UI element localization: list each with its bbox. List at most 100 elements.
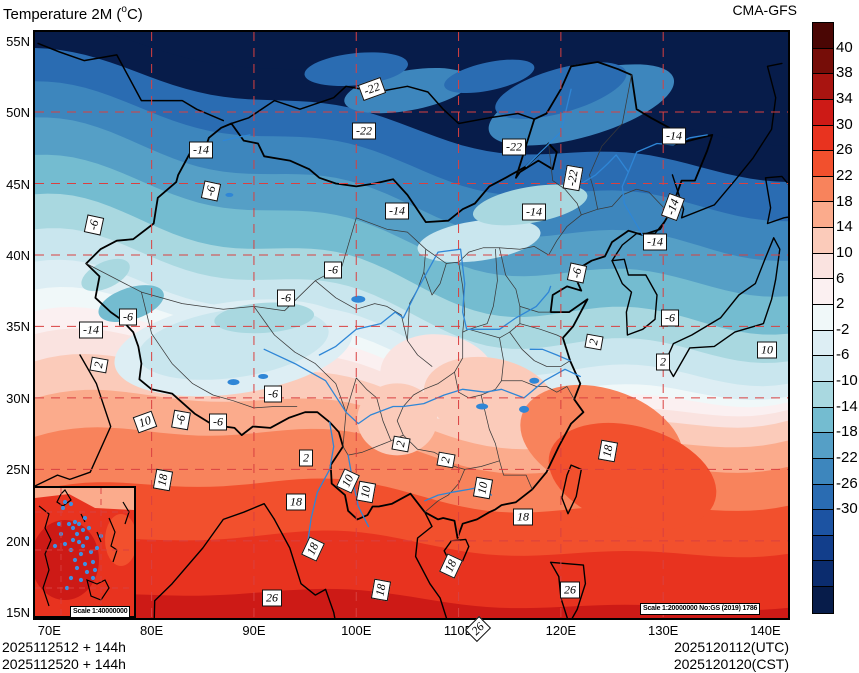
contour-label: 2 xyxy=(299,449,313,467)
contour-label: 2 xyxy=(436,451,456,469)
colorbar-tick-10: 10 xyxy=(836,243,853,261)
inset-island xyxy=(64,585,70,591)
province-boundary xyxy=(424,469,466,513)
lon-label-70E: 70E xyxy=(37,623,61,638)
lake xyxy=(351,295,366,303)
inset-island xyxy=(70,537,76,543)
lat-label-55N: 55N xyxy=(6,33,30,49)
luzon-outline xyxy=(549,561,587,618)
colorbar-swatch xyxy=(813,253,833,280)
province-boundary xyxy=(509,331,571,367)
contour-label: -6 xyxy=(277,289,295,307)
mongolia-north-border xyxy=(230,85,536,125)
contour-label: 18 xyxy=(513,508,533,526)
colorbar-swatch xyxy=(813,23,833,49)
colorbar-tick--14: -14 xyxy=(836,397,858,415)
map-frame[interactable] xyxy=(33,30,790,620)
ne-cold-core xyxy=(444,59,535,94)
colorbar-swatch xyxy=(813,433,833,459)
sw-warm-tongue xyxy=(357,383,438,456)
province-boundary xyxy=(548,188,670,256)
inset-island xyxy=(72,519,78,525)
lat-label-15N: 15N xyxy=(6,605,30,621)
korea-outline xyxy=(611,220,666,336)
inset-island xyxy=(76,539,82,545)
colorbar-swatch xyxy=(813,381,833,408)
colorbar-swatch xyxy=(813,587,833,613)
river xyxy=(222,134,251,142)
inset-coastline xyxy=(96,531,102,543)
inset-island xyxy=(62,499,68,505)
inset-island xyxy=(52,543,58,549)
page-title-text: Temperature 2M ( xyxy=(3,6,122,23)
colorbar-swatch xyxy=(813,535,833,562)
n-china-cool xyxy=(417,219,541,263)
hokkaido-outline xyxy=(764,175,788,225)
india-coast xyxy=(35,354,276,618)
contour-label: 18 xyxy=(370,578,392,602)
colorbar-tick--10: -10 xyxy=(836,372,858,390)
colorbar-tick--22: -22 xyxy=(836,449,858,467)
lat-label-20N: 20N xyxy=(6,533,30,549)
lon-label-90E: 90E xyxy=(242,623,266,638)
se-coast-warm xyxy=(548,422,717,531)
contour-label: 18 xyxy=(152,468,174,492)
contour-label: 10 xyxy=(757,341,777,359)
colorbar-tick-30: 30 xyxy=(836,115,853,133)
river xyxy=(580,154,630,185)
colorbar-tick--2: -2 xyxy=(836,320,850,338)
colorbar-tick--26: -26 xyxy=(836,474,858,492)
contour-label: 18 xyxy=(597,439,619,463)
inset-map-svg xyxy=(35,488,134,616)
inset-island xyxy=(90,575,96,581)
inset-island xyxy=(84,535,90,541)
contour-label: 10 xyxy=(472,476,494,500)
lon-label-120E: 120E xyxy=(545,623,577,638)
inset-island xyxy=(68,575,74,581)
colorbar-tick-34: 34 xyxy=(836,89,853,107)
colorbar-tick-26: 26 xyxy=(836,141,853,159)
colorbar-swatch xyxy=(813,74,833,100)
colorbar-tick--18: -18 xyxy=(836,423,858,441)
colorbar-swatch xyxy=(813,151,833,177)
inset-island xyxy=(90,559,96,565)
inset-coastline xyxy=(56,489,72,507)
inset-island xyxy=(60,505,66,511)
river xyxy=(529,348,571,362)
indochina-coast xyxy=(414,511,448,618)
contour-label: -6 xyxy=(171,409,191,431)
inset-island xyxy=(94,545,100,551)
china-national-boundary xyxy=(85,61,714,539)
map-canvas xyxy=(35,32,788,618)
colorbar-tick-2: 2 xyxy=(836,295,845,313)
river xyxy=(525,88,572,168)
contour-label: 2 xyxy=(391,435,411,453)
inset-island xyxy=(86,525,92,531)
contour-label: -14 xyxy=(522,203,546,221)
lake xyxy=(529,377,540,384)
inset-island xyxy=(88,549,94,555)
south-china-sea-inset[interactable] xyxy=(33,486,136,618)
myanmar-coast xyxy=(273,518,336,618)
colorbar-swatch xyxy=(813,279,833,306)
colorbar-swatch xyxy=(813,176,833,203)
colorbar[interactable] xyxy=(812,22,834,614)
river xyxy=(306,421,335,548)
colorbar-swatch xyxy=(813,356,833,382)
tibet-cold-pool xyxy=(214,302,315,334)
inset-island xyxy=(74,531,80,537)
lake xyxy=(258,373,269,379)
colorbar-swatch xyxy=(813,228,833,254)
lake xyxy=(225,192,234,197)
lat-label-30N: 30N xyxy=(6,390,30,406)
river xyxy=(347,454,370,528)
province-boundary xyxy=(589,74,632,210)
contour-label: -6 xyxy=(324,261,342,279)
province-boundary xyxy=(314,280,433,367)
colorbar-swatch xyxy=(813,48,833,75)
map-scale-badge: Scale 1:20000000 No:GS (2019) 1786 xyxy=(640,603,761,615)
inset-island xyxy=(92,567,98,573)
contour-label: -22 xyxy=(352,122,376,140)
colorbar-tick-22: 22 xyxy=(836,166,853,184)
